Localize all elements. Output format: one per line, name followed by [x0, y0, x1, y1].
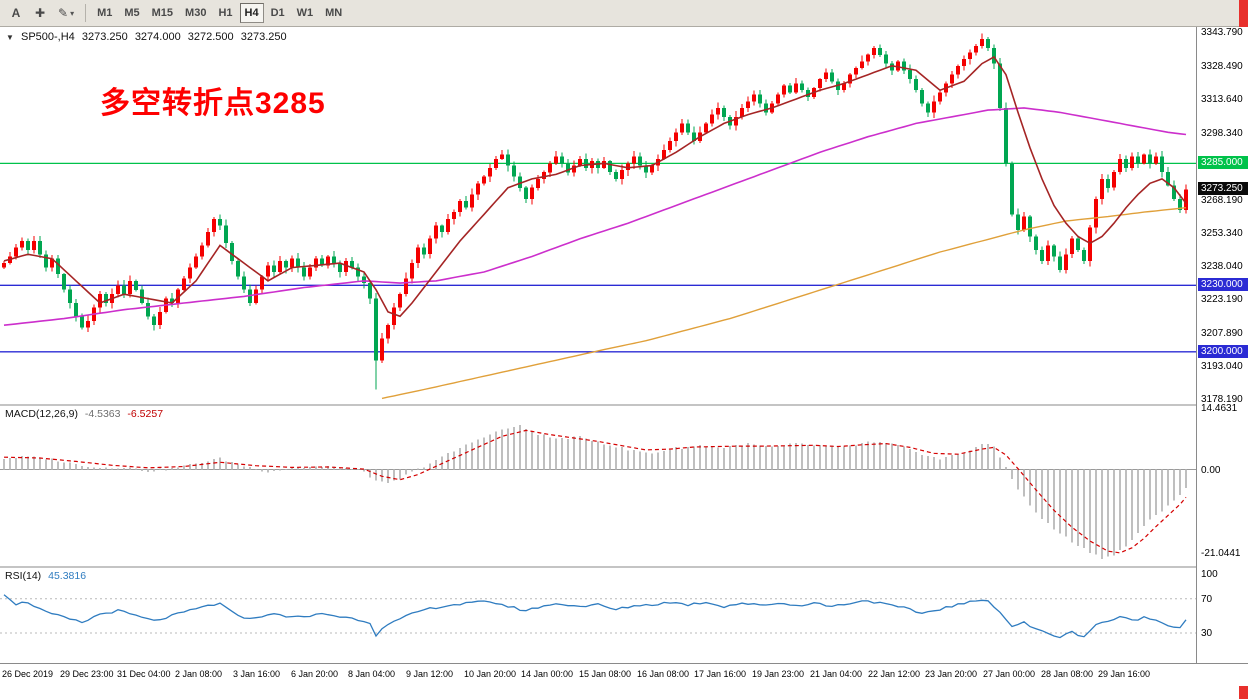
- chart-marker-icon: ▼: [6, 33, 14, 42]
- symbol-period-label: SP500-,H4: [20, 31, 75, 43]
- price-axis-label: 3223.190: [1201, 294, 1243, 305]
- macd-indicator-label: MACD(12,26,9) -4.5363 -6.5257: [5, 408, 163, 420]
- macd-title: MACD(12,26,9): [5, 408, 78, 420]
- timeframe-m30-button[interactable]: M30: [185, 7, 207, 19]
- timeframe-d1-button[interactable]: D1: [270, 7, 285, 19]
- time-axis-label: 2 Jan 08:00: [175, 669, 223, 679]
- price-axis-label: 3253.340: [1201, 228, 1243, 239]
- price-axis: 3343.7903328.4903313.6403298.3403283.190…: [1196, 27, 1248, 663]
- timeframe-m5-button[interactable]: M5: [124, 7, 140, 19]
- price-chart-canvas[interactable]: [0, 27, 1196, 663]
- indicator-axis-label: -21.0441: [1201, 548, 1241, 559]
- moving-average-line: [381, 207, 1187, 400]
- time-axis-label: 6 Jan 20:00: [291, 669, 339, 679]
- time-axis-label: 9 Jan 12:00: [406, 669, 454, 679]
- price-level-badge: 3273.250: [1198, 182, 1248, 195]
- rsi-value: 45.3816: [48, 570, 87, 582]
- time-axis-label: 16 Jan 08:00: [637, 669, 690, 679]
- time-axis-label: 28 Jan 08:00: [1041, 669, 1094, 679]
- timeframe-m15-button[interactable]: M15: [151, 7, 174, 19]
- time-axis-label: 17 Jan 16:00: [694, 669, 747, 679]
- moving-average-line: [3, 55, 1187, 318]
- price-axis-label: 3178.190: [1201, 394, 1243, 405]
- high-value: 3274.000: [134, 31, 181, 43]
- time-axis-label: 19 Jan 23:00: [752, 669, 805, 679]
- price-axis-label: 3298.340: [1201, 128, 1243, 139]
- cursor-button[interactable]: A: [11, 6, 21, 20]
- time-axis-label: 27 Jan 00:00: [983, 669, 1036, 679]
- time-axis-label: 21 Jan 04:00: [810, 669, 863, 679]
- indicator-axis-label: 30: [1201, 628, 1213, 639]
- low-value: 3272.500: [187, 31, 234, 43]
- time-axis-label: 22 Jan 12:00: [868, 669, 921, 679]
- macd-main-value: -4.5363: [84, 408, 121, 420]
- indicator-axis-label: 70: [1201, 594, 1213, 605]
- indicator-axis-label: 100: [1201, 569, 1218, 580]
- toolbar-separator: [85, 4, 87, 22]
- time-axis-label: 10 Jan 20:00: [464, 669, 517, 679]
- rsi-title: RSI(14): [5, 570, 42, 582]
- annotation-text: 多空转折点3285: [100, 87, 326, 120]
- indicator-axis-label: 14.4631: [1201, 403, 1238, 414]
- time-axis: 26 Dec 2019 29 Dec 23:00 31 Dec 04:00 2 Jan…: [0, 663, 1248, 699]
- price-level-badge: 3285.000: [1198, 156, 1248, 169]
- macd-signal-line: [3, 429, 1187, 554]
- timeframe-mn-button[interactable]: MN: [325, 7, 343, 19]
- price-axis-label: 3328.490: [1201, 61, 1243, 72]
- timeframe-h1-button[interactable]: H1: [218, 7, 233, 19]
- macd-signal-value: -6.5257: [127, 408, 164, 420]
- price-axis-label: 3207.890: [1201, 328, 1243, 339]
- time-axis-label: 31 Dec 04:00: [117, 669, 171, 679]
- time-axis-label: 8 Jan 04:00: [348, 669, 396, 679]
- price-axis-label: 3313.640: [1201, 94, 1243, 105]
- chart-ohlc-header: ▼ SP500-,H4 3273.250 3274.000 3272.500 3…: [6, 31, 291, 43]
- price-level-badge: 3230.000: [1198, 278, 1248, 291]
- timeframe-m1-button[interactable]: M1: [97, 7, 113, 19]
- timeframe-button-group: M1 M5 M15 M30 H1 H4 D1 W1 MN: [91, 3, 348, 23]
- toolbar: A ✚ ✎ ▾ M1 M5 M15 M30 H1 H4 D1 W1 MN: [0, 0, 1248, 27]
- red-crop-strip-bottom: [1239, 686, 1248, 699]
- draw-tools-button[interactable]: ✎ ▾: [58, 6, 75, 20]
- crosshair-button[interactable]: ✚: [34, 6, 46, 20]
- open-value: 3273.250: [81, 31, 128, 43]
- price-level-badge: 3200.000: [1198, 345, 1248, 358]
- indicator-axis-label: 0.00: [1201, 465, 1221, 476]
- time-axis-label: 23 Jan 20:00: [925, 669, 978, 679]
- time-axis-label: 14 Jan 00:00: [521, 669, 574, 679]
- timeframe-w1-button[interactable]: W1: [296, 7, 314, 19]
- tool-button-group: A ✚ ✎ ▾: [4, 3, 80, 23]
- price-axis-label: 3268.190: [1201, 195, 1243, 206]
- close-value: 3273.250: [240, 31, 287, 43]
- price-axis-label: 3238.040: [1201, 261, 1243, 272]
- red-crop-strip-top: [1239, 0, 1248, 27]
- rsi-indicator-label: RSI(14) 45.3816: [5, 570, 86, 582]
- time-axis-label: 3 Jan 16:00: [233, 669, 281, 679]
- time-axis-label: 15 Jan 08:00: [579, 669, 632, 679]
- dropdown-arrow-icon: ▾: [70, 8, 75, 18]
- macd-histogram: [3, 425, 1187, 559]
- time-axis-label: 29 Jan 16:00: [1098, 669, 1151, 679]
- price-axis-label: 3343.790: [1201, 27, 1243, 38]
- time-axis-label: 29 Dec 23:00: [60, 669, 114, 679]
- moving-average-line: [3, 107, 1187, 326]
- rsi-line: [3, 594, 1187, 639]
- candles: [2, 33, 1188, 390]
- time-axis-label: 26 Dec 2019: [2, 669, 54, 679]
- price-axis-label: 3193.040: [1201, 361, 1243, 372]
- timeframe-h4-button[interactable]: H4: [239, 3, 264, 23]
